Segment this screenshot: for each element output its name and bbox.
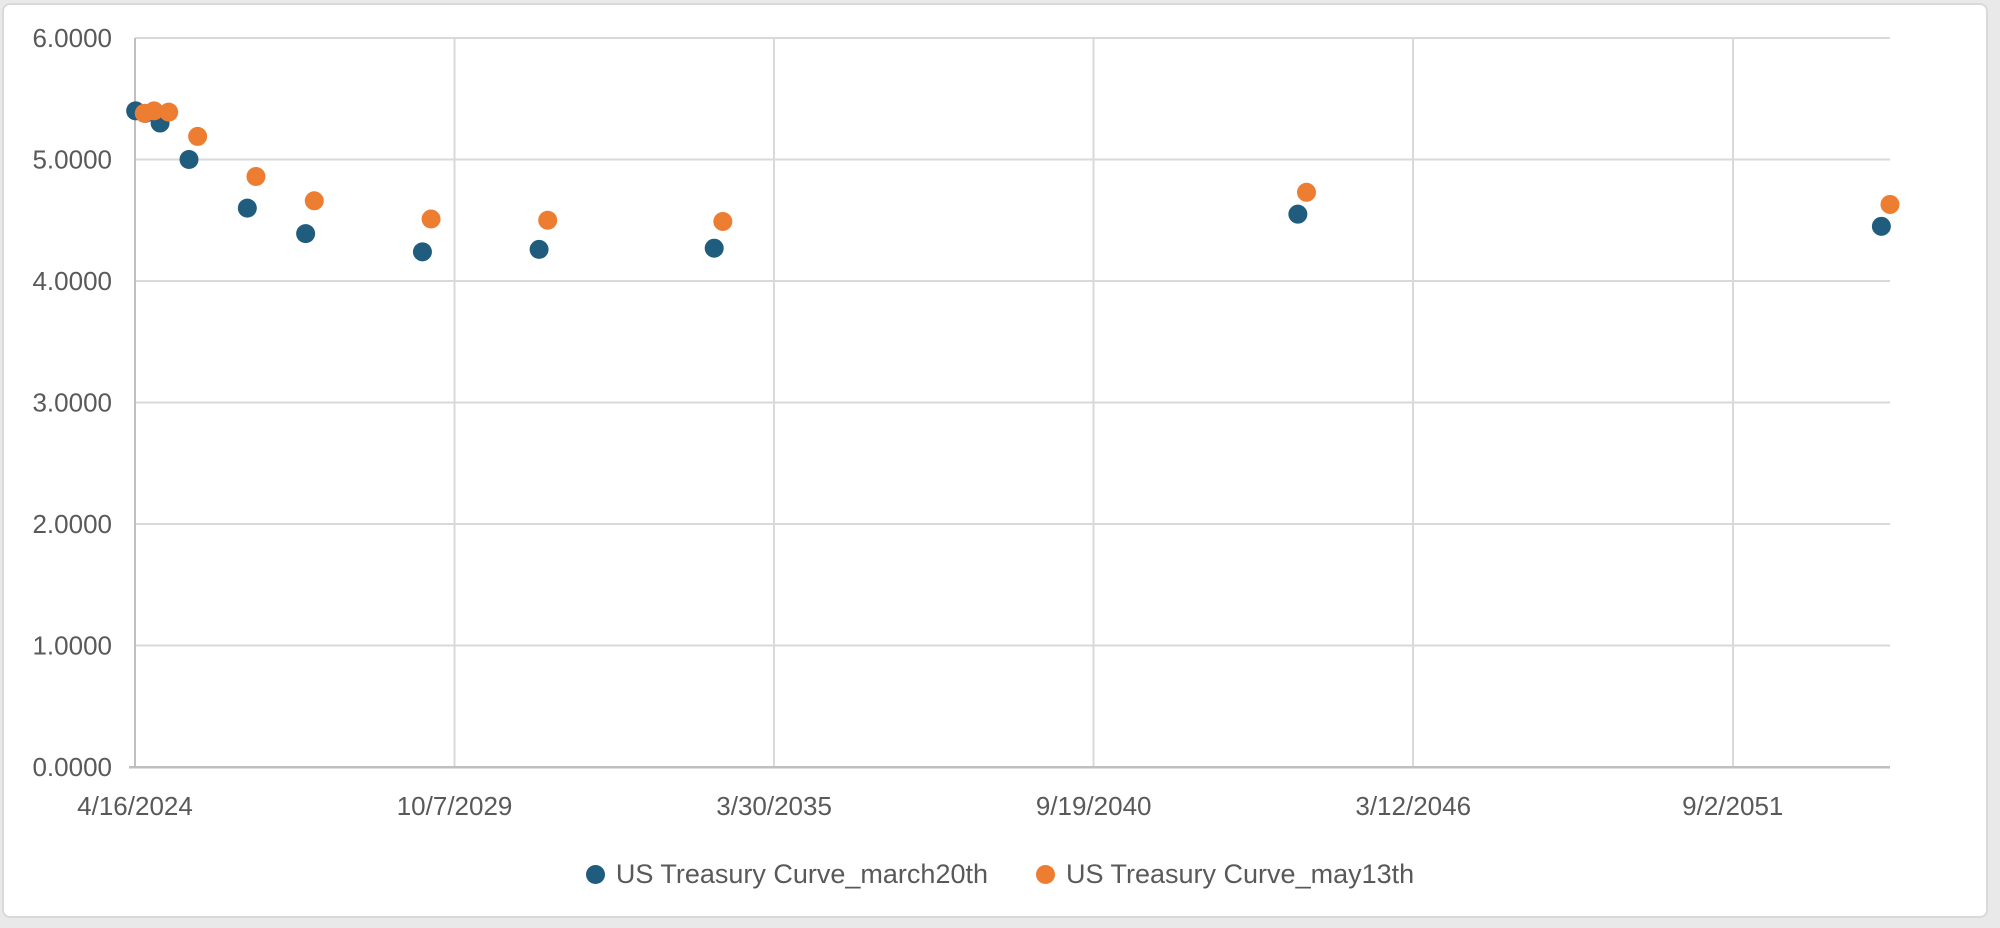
data-point[interactable] [421,209,441,229]
data-point[interactable] [246,167,266,187]
legend-marker-march20th-icon [585,864,605,884]
data-point[interactable] [304,191,324,211]
series-layer [126,101,1900,262]
data-point[interactable] [1288,204,1308,224]
y-axis-tick-label: 0.0000 [32,752,112,782]
data-point[interactable] [538,210,558,230]
data-point[interactable] [159,102,179,122]
y-axis-tick-label: 3.0000 [32,388,112,418]
x-axis-tick-label: 3/12/2046 [1355,791,1471,821]
chart-legend: US Treasury Curve_march20th US Treasury … [0,858,2000,890]
data-point[interactable] [704,238,724,258]
data-point[interactable] [1296,182,1316,202]
x-axis-tick-label: 9/19/2040 [1036,791,1152,821]
chart-frame[interactable] [2,3,1988,918]
data-point[interactable] [1871,216,1891,236]
x-axis-tick-label: 3/30/2035 [716,791,832,821]
legend-label-may13th: US Treasury Curve_may13th [1066,858,1415,889]
legend-item-may13th[interactable]: US Treasury Curve_may13th [1036,859,1414,890]
plot-area[interactable] [135,38,1890,767]
data-point[interactable] [412,242,432,262]
y-axis-tick-label: 6.0000 [32,23,112,53]
x-axis-tick-label: 9/2/2051 [1682,791,1783,821]
x-axis-tick-label: 10/7/2029 [397,791,513,821]
data-point[interactable] [144,101,164,121]
data-point[interactable] [713,211,733,231]
data-point[interactable] [237,198,257,218]
data-point[interactable] [296,224,316,244]
gridlines [135,37,1890,767]
legend-label-march20th: US Treasury Curve_march20th [615,858,988,889]
y-axis-tick-labels: 0.0000 1.0000 2.0000 3.0000 4.0000 5.0000 6.00… [32,23,112,782]
legend-marker-may13th-icon [1036,864,1055,884]
y-axis-tick-label: 5.0000 [32,145,112,175]
data-point[interactable] [1880,194,1900,214]
x-axis-tick-label: 4/16/2024 [77,791,193,821]
data-point[interactable] [188,126,208,146]
data-point[interactable] [179,150,199,169]
y-axis-tick-label: 2.0000 [32,509,112,539]
data-point[interactable] [529,239,549,259]
y-axis-tick-label: 4.0000 [32,266,112,296]
x-axis-tick-labels: 4/16/2024 10/7/2029 3/30/2035 9/19/2040 3/12… [77,791,1783,821]
y-axis-tick-label: 1.0000 [32,631,112,661]
axes [129,38,1890,769]
series-1 [134,101,1900,231]
legend-item-march20th[interactable]: US Treasury Curve_march20th [585,858,988,890]
